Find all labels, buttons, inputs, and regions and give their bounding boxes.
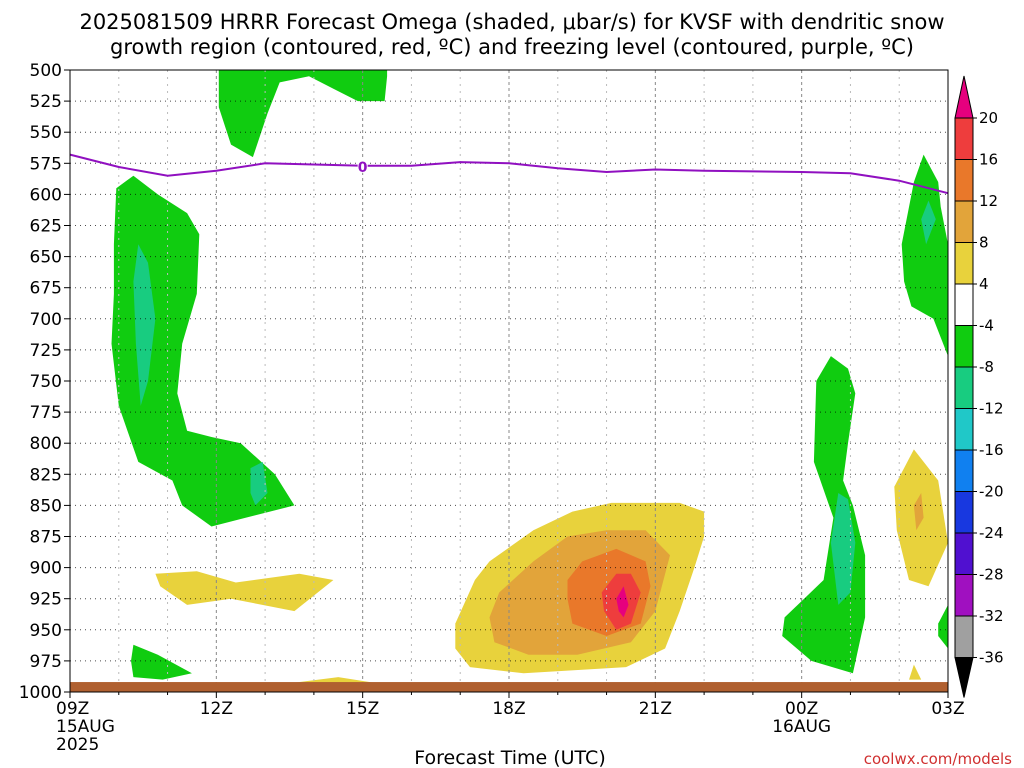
- y-tick-label-800: 800: [30, 434, 62, 454]
- freezing-level-line: [69, 153, 949, 195]
- colorbar-segment-9: [954, 449, 974, 492]
- y-tick-label-650: 650: [30, 248, 62, 268]
- colorbar-label-12: -32: [979, 607, 1004, 625]
- y-tick-label-900: 900: [30, 559, 62, 579]
- ground-strip: [70, 682, 948, 692]
- y-tick-label-1000: 1000: [19, 683, 62, 703]
- colorbar-segment-3: [954, 200, 974, 243]
- credit-text: coolwx.com/models: [864, 750, 1012, 768]
- chart-title-line1: 2025081509 HRRR Forecast Omega (shaded, …: [79, 10, 944, 34]
- y-tick-label-525: 525: [30, 92, 62, 112]
- y-tick-label-975: 975: [30, 652, 62, 672]
- colorbar-segment-13: [954, 615, 974, 658]
- colorbar-label-5: -4: [979, 317, 994, 335]
- shade-green-left-bottom: [131, 644, 192, 680]
- freezing-level-label-bg: [357, 157, 368, 173]
- colorbar-segment-8: [954, 408, 974, 451]
- colorbar-label-2: 12: [979, 192, 998, 210]
- y-tick-label-950: 950: [30, 621, 62, 641]
- shade-orange-right-850: [913, 493, 924, 531]
- x-tick-date-09Z: 15AUG: [56, 717, 115, 737]
- y-tick-label-925: 925: [30, 590, 62, 610]
- shade-yellow-right-small: [909, 664, 922, 680]
- colorbar: 20 16 12 8 4 -4 -8 -12 -16 -20 -24 -28 -32 -36: [954, 75, 1004, 698]
- shade-green-left-column: [111, 175, 295, 527]
- y-tick-label-775: 775: [30, 403, 62, 423]
- colorbar-label-3: 8: [979, 234, 989, 252]
- colorbar-label-11: -28: [979, 566, 1004, 584]
- shade-green-right-bottom: [782, 356, 866, 674]
- shade-yellow-left-900: [155, 571, 334, 612]
- colorbar-label-4: 4: [979, 275, 989, 293]
- y-axis: 500 525 550 575 600 625 650 675 700 725 750 775 800 8…: [19, 61, 70, 703]
- shade-magenta-main: [616, 586, 629, 618]
- colorbar-label-8: -16: [979, 441, 1004, 459]
- y-tick-label-700: 700: [30, 310, 62, 330]
- y-tick-label-750: 750: [30, 372, 62, 392]
- y-tick-label-600: 600: [30, 185, 62, 205]
- x-tick-label-12Z: 12Z: [200, 699, 233, 719]
- x-tick-year-09Z: 2025: [56, 735, 99, 755]
- y-tick-label-725: 725: [30, 341, 62, 361]
- x-tick-label-18Z: 18Z: [492, 699, 525, 719]
- x-tick-label-00Z: 00Z: [785, 699, 818, 719]
- x-tick-label-21Z: 21Z: [639, 699, 672, 719]
- ground-layer: [70, 682, 948, 692]
- x-tick-date-00Z: 16AUG: [772, 717, 831, 737]
- colorbar-segment-5: [954, 283, 974, 326]
- freezing-level-label: 0: [358, 160, 368, 176]
- y-tick-label-850: 850: [30, 496, 62, 516]
- freezing-level-layer: 0: [69, 153, 949, 195]
- colorbar-label-9: -20: [979, 483, 1004, 501]
- colorbar-bottom-arrow: [954, 657, 974, 698]
- colorbar-segment-10: [954, 491, 974, 534]
- colorbar-segment-12: [954, 574, 974, 617]
- shade-green-right-edge-bottom: [938, 604, 948, 649]
- y-tick-label-500: 500: [30, 61, 62, 81]
- colorbar-segment-4: [954, 242, 974, 285]
- shade-teal-right-top: [921, 200, 936, 245]
- colorbar-label-0: 20: [979, 109, 998, 127]
- colorbar-segment-11: [954, 532, 974, 575]
- shade-teal-12z-850: [250, 461, 268, 506]
- shade-teal-left-column: [133, 244, 156, 406]
- colorbar-label-7: -12: [979, 400, 1004, 418]
- colorbar-label-6: -8: [979, 358, 994, 376]
- x-tick-label-15Z: 15Z: [346, 699, 379, 719]
- x-axis-label: Forecast Time (UTC): [414, 747, 605, 768]
- colorbar-label-13: -36: [979, 649, 1004, 667]
- omega-shading: [111, 70, 948, 686]
- colorbar-segment-7: [954, 366, 974, 409]
- colorbar-label-10: -24: [979, 524, 1004, 542]
- chart-title-line2: growth region (contoured, red, ºC) and f…: [110, 35, 914, 59]
- colorbar-segment-1: [954, 117, 974, 160]
- y-tick-label-875: 875: [30, 528, 62, 548]
- colorbar-top-arrow: [954, 75, 974, 119]
- shade-green-top-12z-15z: [218, 70, 388, 158]
- x-tick-label-03Z: 03Z: [931, 699, 964, 719]
- shade-teal-right-bottom: [830, 493, 856, 605]
- colorbar-segment-2: [954, 159, 974, 202]
- colorbar-segment-6: [954, 325, 974, 368]
- x-tick-label-09Z: 09Z: [56, 699, 89, 719]
- y-tick-label-675: 675: [30, 279, 62, 299]
- shade-green-right-top: [901, 154, 948, 357]
- grid-lines: [70, 70, 948, 692]
- y-tick-label-575: 575: [30, 154, 62, 174]
- colorbar-label-1: 16: [979, 151, 998, 169]
- y-tick-label-825: 825: [30, 465, 62, 485]
- y-tick-label-550: 550: [30, 123, 62, 143]
- y-tick-label-625: 625: [30, 217, 62, 237]
